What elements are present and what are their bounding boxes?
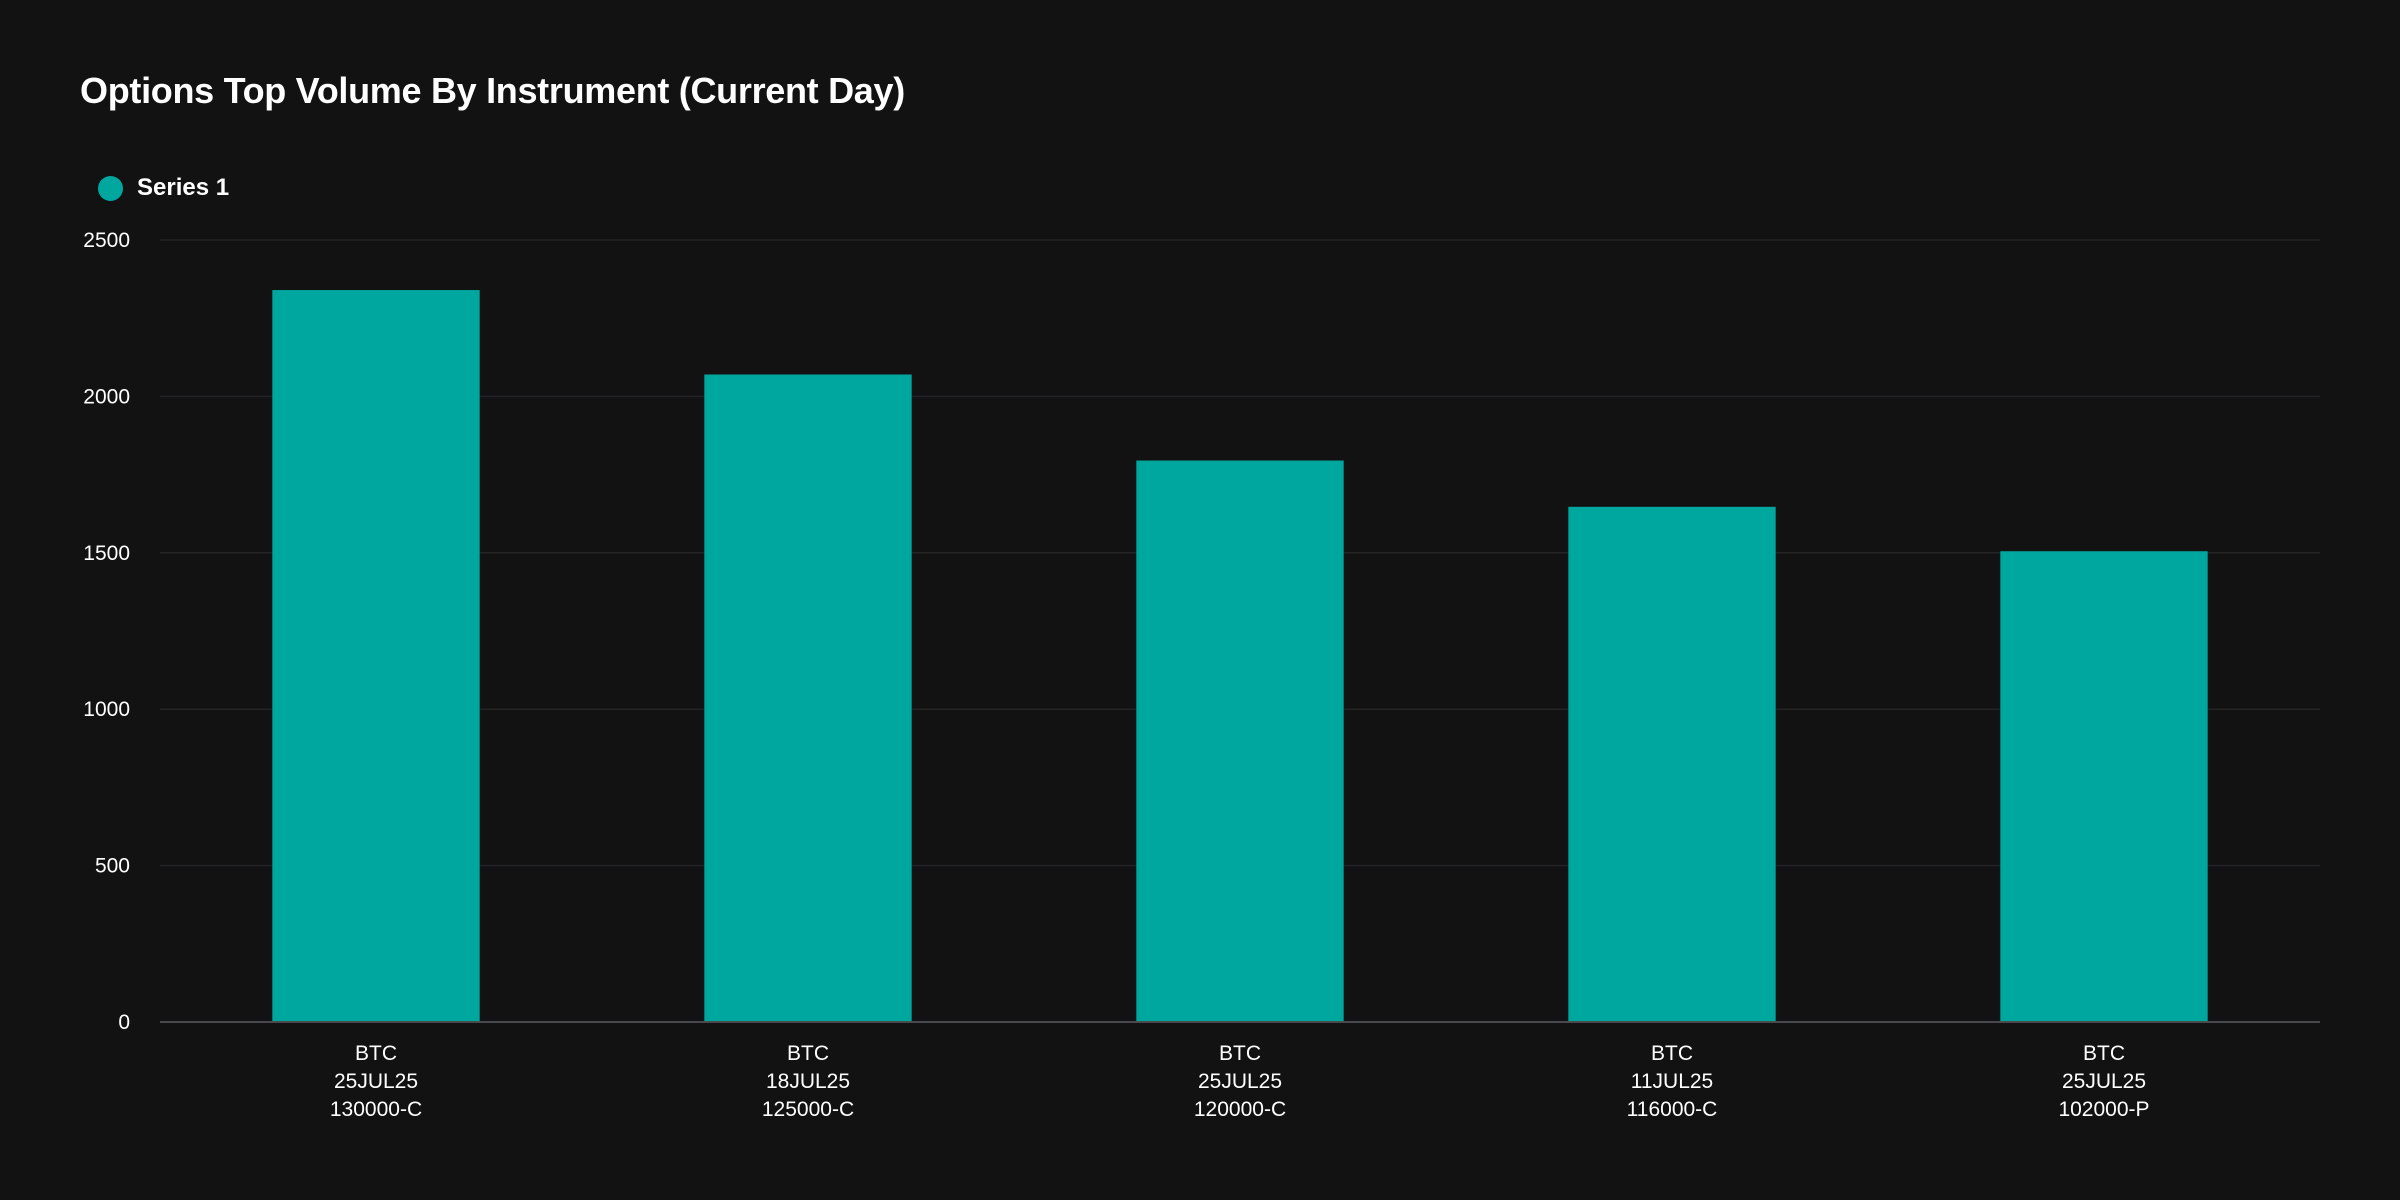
legend-label-series-1: Series 1 [137,174,230,201]
x-tick-label-line: 11JUL25 [1631,1070,1714,1093]
x-tick-label-line: BTC [1219,1042,1261,1065]
x-tick-label-line: BTC [2083,1042,2125,1065]
x-tick-label: BTC 25JUL25 120000-C [1194,1042,1286,1121]
y-tick-label: 1500 [83,542,130,565]
x-axis-ticks: BTC 25JUL25 130000-C BTC 18JUL25 125000-C BTC 2… [330,1042,2150,1121]
bar[interactable] [1568,506,1776,1023]
x-tick-label-line: BTC [1651,1042,1693,1065]
x-tick-label-line: BTC [355,1042,397,1065]
legend-swatch-series-1 [98,175,123,201]
bar[interactable] [1136,460,1344,1022]
x-tick-label-line: 102000-P [2058,1098,2149,1121]
y-axis-ticks: 0 500 1000 1500 2000 2500 [83,229,130,1034]
x-tick-label-line: 130000-C [330,1098,422,1121]
x-tick-label: BTC 11JUL25 116000-C [1627,1042,1718,1121]
y-tick-label: 1000 [83,698,130,721]
legend[interactable]: Series 1 [98,174,229,202]
x-tick-label-line: 125000-C [762,1098,854,1121]
bar[interactable] [704,374,912,1022]
y-tick-label: 2500 [83,229,130,252]
x-tick-label: BTC 25JUL25 102000-P [2058,1042,2149,1121]
x-tick-label: BTC 18JUL25 125000-C [762,1042,854,1121]
y-tick-label: 500 [95,855,130,878]
x-tick-label: BTC 25JUL25 130000-C [330,1042,422,1121]
x-tick-label-line: 116000-C [1627,1098,1718,1121]
x-tick-label-line: 18JUL25 [766,1070,850,1093]
bars [272,290,2208,1023]
chart-title: Options Top Volume By Instrument (Curren… [80,70,905,111]
x-tick-label-line: 25JUL25 [334,1070,418,1093]
x-tick-label-line: 120000-C [1194,1098,1286,1121]
y-tick-label: 0 [118,1011,130,1034]
x-tick-label-line: BTC [787,1042,829,1065]
x-tick-label-line: 25JUL25 [2062,1070,2146,1093]
bar[interactable] [2000,551,2208,1022]
x-tick-label-line: 25JUL25 [1198,1070,1282,1093]
y-tick-label: 2000 [83,385,130,408]
gridlines [160,239,2320,867]
bar[interactable] [272,290,480,1023]
